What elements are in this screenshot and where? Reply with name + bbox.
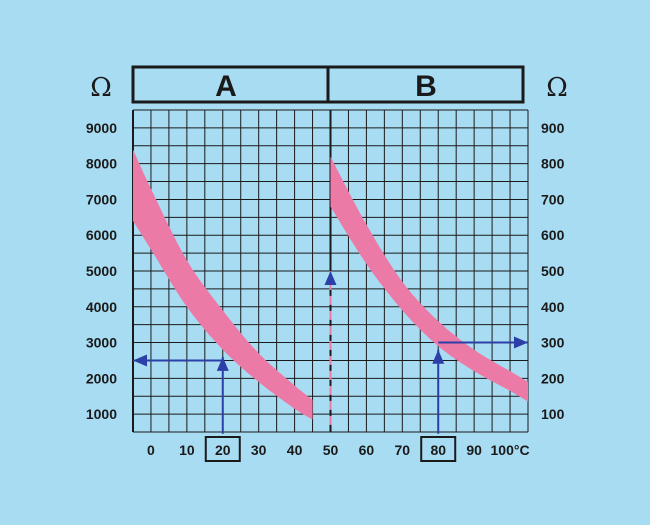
y-tick-label-right: 300	[541, 335, 565, 351]
arrowhead-icon	[216, 356, 229, 371]
x-tick-label: 70	[395, 442, 411, 458]
y-tick-label-left: 4000	[86, 299, 117, 315]
y-tick-label-right: 100	[541, 406, 565, 422]
arrowhead-icon	[432, 349, 445, 364]
y-tick-label-right: 600	[541, 227, 565, 243]
y-tick-label-right: 800	[541, 156, 565, 172]
y-tick-label-right: 700	[541, 191, 565, 207]
header-label-b: B	[415, 70, 437, 103]
band-a	[133, 149, 313, 420]
y-tick-label-right: 200	[541, 370, 565, 386]
y-tick-label-left: 2000	[86, 370, 117, 386]
resistance-bands	[133, 149, 528, 420]
y-tick-label-left: 1000	[86, 406, 117, 422]
y-tick-label-left: 6000	[86, 227, 117, 243]
arrowhead-icon	[514, 336, 528, 349]
x-tick-label: 30	[251, 442, 267, 458]
chart-header: A B	[131, 65, 525, 104]
x-tick-label: 80	[430, 442, 446, 458]
x-tick-label: 100°C	[491, 442, 530, 458]
header-label-a: A	[215, 70, 237, 103]
y-tick-label-left: 8000	[86, 156, 117, 172]
tick-highlight-box	[420, 436, 457, 462]
x-tick-label: 10	[179, 442, 195, 458]
y-tick-label-right: 500	[541, 263, 565, 279]
tick-highlight-box	[204, 436, 241, 462]
arrowhead-icon	[324, 271, 337, 285]
x-tick-label: 90	[466, 442, 482, 458]
y-unit-left: Ω	[90, 73, 112, 103]
y-tick-label-left: 5000	[86, 263, 117, 279]
x-tick-label: 60	[359, 442, 375, 458]
y-unit-right: Ω	[546, 73, 568, 103]
x-tick-label: 20	[215, 442, 231, 458]
y-tick-label-left: 7000	[86, 191, 117, 207]
x-tick-label: 0	[147, 442, 155, 458]
x-tick-label: 40	[287, 442, 303, 458]
reading-arrows	[133, 271, 528, 434]
y-tick-label-left: 9000	[86, 120, 117, 136]
y-tick-label-right: 400	[541, 299, 565, 315]
arrowhead-icon	[133, 354, 147, 367]
band-b	[330, 156, 528, 402]
y-tick-label-right: 900	[541, 120, 565, 136]
tick-labels: 0 10 20 30 40 50 60 70 80 90 100°C 9000 8000 7000 6000…	[86, 120, 565, 462]
y-tick-label-left: 3000	[86, 335, 117, 351]
x-tick-label: 50	[323, 442, 339, 458]
